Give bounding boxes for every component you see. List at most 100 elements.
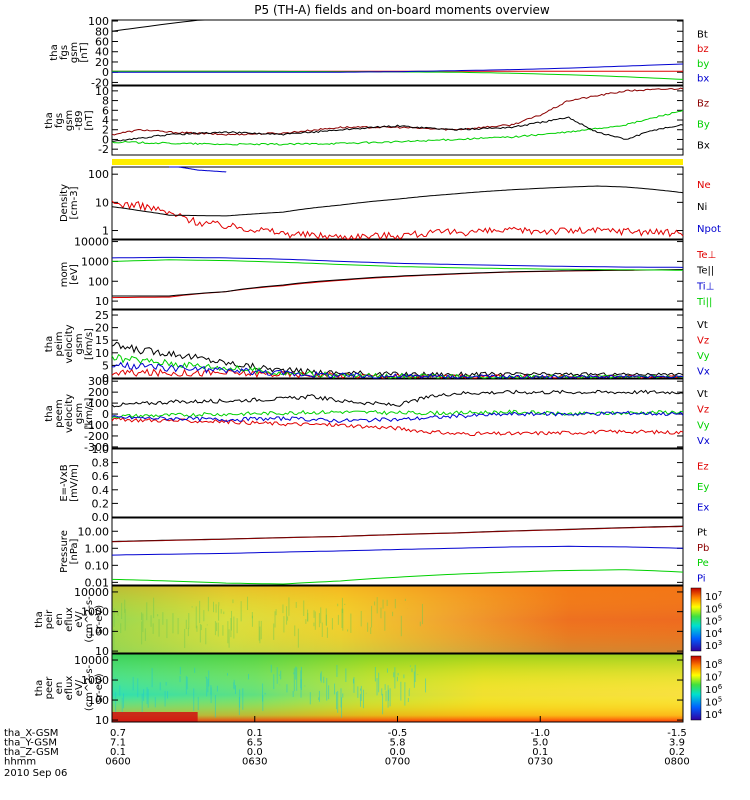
colorbar-tick-label: 106 [705,683,723,696]
y-tick-label: 1.00 [85,542,110,555]
y-tick-label: 10 [95,347,109,360]
series-temperature-Te|| [112,269,684,297]
y-axis-label: eV/ [74,679,85,696]
y-axis-label: tha [44,405,55,421]
panel-frame [111,309,684,379]
y-axis-label: peer [44,676,55,700]
y-tick-label: 10 [95,196,109,209]
legend-label: Ti|| [696,297,712,308]
y-tick-label: 10 [95,645,109,658]
x-axis-value: 0630 [242,757,267,768]
y-axis-label: tha [44,336,55,352]
colorbar [690,587,702,652]
x-axis-value: 0700 [385,757,410,768]
y-tick-label: 20 [95,322,109,335]
series-fgs_detrended-Bx [111,116,684,142]
x-axis-value: -1.0 [530,728,550,739]
legend-label: Npot [697,224,721,235]
y-tick-label: 100 [88,15,109,28]
panel-efield: 1.00.80.60.40.20.0 E=-VxB [mV/m] Ez Ey Ex [59,443,709,524]
y-tick-label: 15 [95,334,109,347]
y-axis-label: sr-eV) [94,605,105,634]
legend-label: Vt [697,320,708,331]
y-axis-label: (cm^2-s- [84,596,95,643]
legend-label: Pe [697,558,709,569]
figure-title: P5 (TH-A) fields and on-board moments ov… [254,3,550,17]
y-tick-label: -200 [84,430,109,443]
legend-label: Vy [697,420,710,431]
x-axis-value: 0.1 [110,747,126,758]
y-axis-label: eflux [64,607,75,632]
series-fgs_detrended-By [111,109,684,146]
spectrogram-shading [112,586,683,653]
legend-label: By [697,120,710,131]
x-axis-value: 3.9 [669,738,685,749]
legend-label: Te|| [696,266,714,277]
y-axis-label: peim [54,331,65,356]
y-tick-label: 200 [88,386,109,399]
colorbar-tick-label: 105 [705,696,722,709]
y-axis-label: velocity [64,324,75,363]
y-tick-label: 300 [88,375,109,388]
y-tick-label: 60 [95,35,109,48]
panel-frame [111,378,684,449]
y-tick-label: 10 [95,85,109,98]
y-tick-label: 20 [95,56,109,69]
colorbar-tick-label: 105 [705,615,722,628]
y-axis-label: gsm [69,42,80,63]
y-axis-label: Density [59,184,70,222]
legend-label: Ey [697,482,709,493]
y-tick-label: 0 [102,372,109,385]
y-tick-label: 10.00 [78,525,110,538]
x-axis-value: 0600 [105,757,130,768]
y-axis-label: en [54,682,65,695]
panel-frame [111,585,684,654]
y-tick-label: 1000 [81,606,109,619]
y-tick-label: -300 [84,441,109,454]
colorbar-tick-label: 107 [705,671,722,684]
y-tick-label: 100 [88,168,109,181]
y-axis-label: peir [44,609,55,629]
y-tick-label: 2 [102,124,109,137]
x-axis-row-label: hhmm [4,757,36,768]
y-axis-label: eflux [64,676,75,701]
y-axis-label: [km/s] [84,397,95,429]
colorbar-tick-label: 106 [705,602,723,615]
colorbar-tick-label: 104 [705,708,723,721]
y-tick-label: 10 [95,714,109,727]
y-tick-label: 1000 [81,674,109,687]
y-axis-label: fgs [59,45,70,60]
x-axis-value: 0.1 [247,728,263,739]
y-tick-label: 10000 [74,236,109,249]
y-axis-label: tha [34,680,45,696]
legend-label: Ex [697,503,709,514]
y-axis-label: [nT] [84,110,95,130]
series-peem_velocity-Vz [111,417,684,436]
spectrogram-low-energy-band [112,712,198,722]
series-peim_velocity-Vt [111,341,684,378]
x-axis-table: tha_X-GSM 0.7 0.1 -0.5 -1.0 -1.5 tha_Y-GSM 7.1 6… [4,716,690,779]
y-axis-label: gsm [64,110,75,131]
y-axis-label: tha [49,44,60,60]
colorbar-tick-label: 104 [705,627,723,640]
y-tick-label: 1000 [81,255,109,268]
series-peem_velocity-Vx [111,410,684,423]
legend-label: Ti⊥ [696,281,714,292]
x-axis-value: 0730 [528,757,553,768]
y-tick-label: 25 [95,309,109,322]
y-axis-label: fgs [54,113,65,128]
x-axis-value: 0.1 [532,747,548,758]
series-peem_velocity-Vt [111,389,684,408]
y-axis-label: E=-VxB [59,464,70,501]
series-density-Ni [111,185,684,217]
x-axis-value: -0.5 [388,728,408,739]
legend-label: Pt [697,528,707,539]
series-fgs_full-bx [112,63,684,73]
panel-density: 100 10 1 Density [cm-3] Ne Ni Npot [59,166,721,241]
y-tick-label: 40 [95,46,109,59]
y-tick-label: 1 [102,225,109,238]
